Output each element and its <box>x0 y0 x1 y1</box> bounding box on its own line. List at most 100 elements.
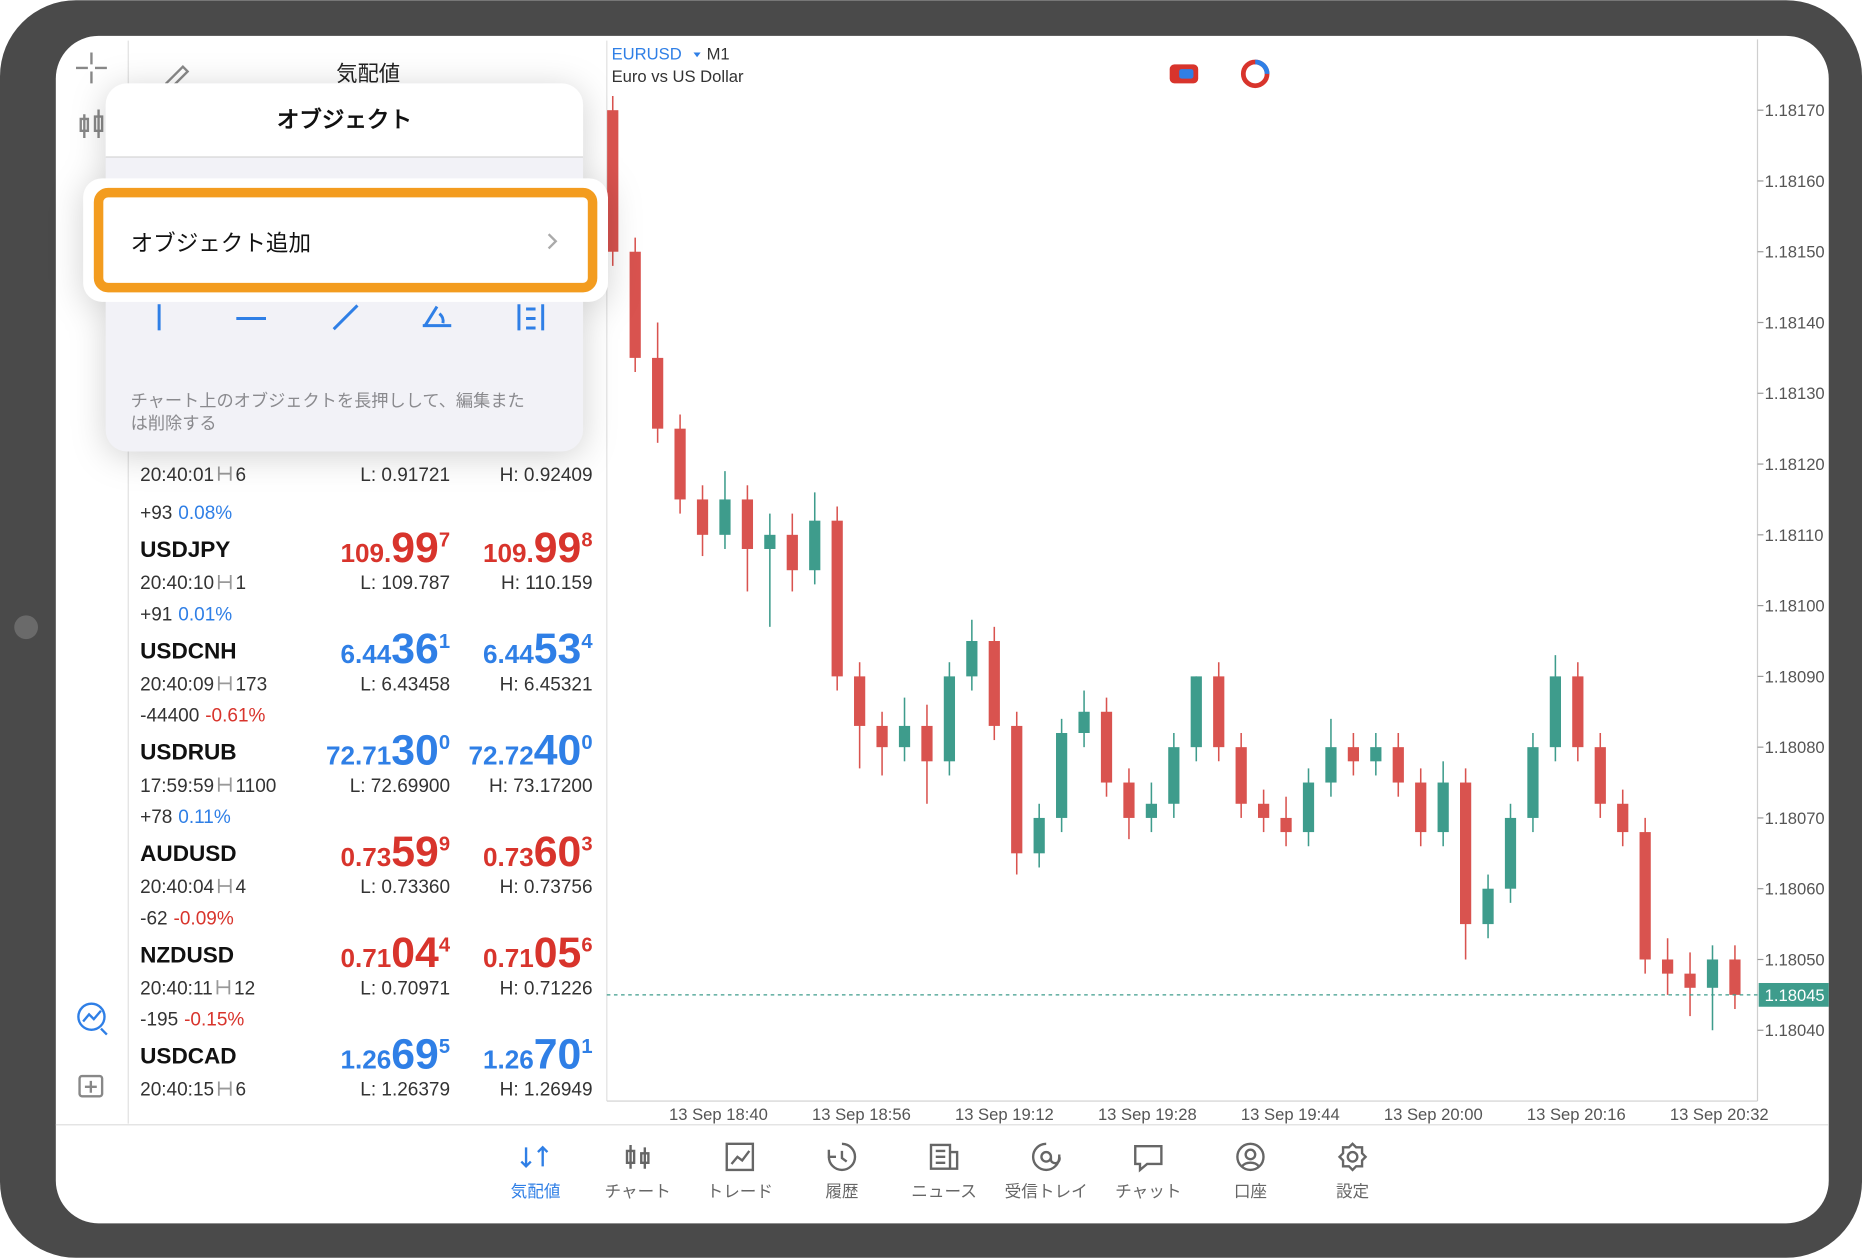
candle-body[interactable] <box>741 499 754 549</box>
angle-tool[interactable] <box>422 305 452 328</box>
candle-body[interactable] <box>809 520 821 571</box>
candle-body[interactable] <box>1190 676 1202 748</box>
candle-body[interactable] <box>943 676 956 762</box>
ask-price[interactable]: 6.44534 <box>483 625 593 673</box>
quote-symbol[interactable]: AUDUSD <box>140 841 236 866</box>
candle-body[interactable] <box>1527 747 1539 818</box>
trend-line-tool[interactable] <box>332 304 359 331</box>
quote-symbol[interactable]: USDRUB <box>140 740 236 765</box>
bid-price[interactable]: 72.71300 <box>326 726 450 774</box>
candle-body[interactable] <box>1482 888 1494 925</box>
candle-body[interactable] <box>1168 747 1180 804</box>
ask-price[interactable]: 1.26701 <box>483 1030 593 1078</box>
candle-body[interactable] <box>831 520 843 677</box>
fibo-tool[interactable] <box>517 304 545 331</box>
candle-body[interactable] <box>1549 676 1561 748</box>
ask-price[interactable]: 0.71056 <box>483 929 593 977</box>
tab-icon[interactable] <box>725 1142 755 1172</box>
tab-icon[interactable] <box>827 1142 857 1172</box>
candle-body[interactable] <box>719 499 731 535</box>
candle-body[interactable] <box>1258 803 1270 818</box>
candle-body[interactable] <box>1033 817 1045 854</box>
candle-body[interactable] <box>921 725 933 762</box>
candle-body[interactable] <box>629 251 641 358</box>
candle-body[interactable] <box>652 357 664 429</box>
candle-body[interactable] <box>876 725 888 748</box>
ask-price[interactable]: 109.998 <box>483 524 593 572</box>
bid-price[interactable]: 0.71044 <box>340 929 450 977</box>
ask-price[interactable]: 72.72400 <box>468 726 592 774</box>
candle-body[interactable] <box>1056 733 1068 818</box>
tab-icon[interactable] <box>1031 1142 1061 1172</box>
candle-body[interactable] <box>1572 676 1584 748</box>
candle-body[interactable] <box>1504 817 1517 889</box>
candle-body[interactable] <box>1302 782 1315 833</box>
candle-body[interactable] <box>1123 782 1135 818</box>
quote-symbol[interactable]: NZDUSD <box>140 942 234 967</box>
bid-price[interactable]: 0.73599 <box>340 828 450 876</box>
bid-price[interactable]: 1.26695 <box>340 1030 450 1078</box>
popup: オブジェクト オブジェクト追加 チャート上のオブジェクトを長押しして、編集また … <box>83 83 608 452</box>
candle-body[interactable] <box>786 534 798 571</box>
tab-label[interactable]: トレード <box>707 1182 773 1201</box>
candle-body[interactable] <box>966 640 978 677</box>
chart-timeframe[interactable]: M1 <box>707 45 730 64</box>
candle-body[interactable] <box>1639 832 1651 960</box>
candle-body[interactable] <box>674 428 686 500</box>
tab-label[interactable]: チャット <box>1115 1182 1181 1201</box>
highlight-box[interactable] <box>93 187 598 293</box>
tab-icon[interactable] <box>520 1145 549 1169</box>
candle-body[interactable] <box>1729 959 1741 995</box>
tab-label[interactable]: チャート <box>605 1182 671 1201</box>
candle-body[interactable] <box>1235 747 1247 804</box>
candle-body[interactable] <box>696 499 709 535</box>
candle-body[interactable] <box>1011 725 1023 854</box>
candle-body[interactable] <box>1661 959 1674 974</box>
bid-price[interactable]: 6.44361 <box>340 625 450 673</box>
tab-label[interactable]: 履歴 <box>825 1182 858 1201</box>
tab-icon[interactable] <box>1134 1144 1163 1173</box>
candle-body[interactable] <box>764 534 776 549</box>
quote-low: L: 72.69900 <box>350 776 450 797</box>
quote-symbol[interactable]: USDCAD <box>140 1044 236 1069</box>
tab-icon[interactable] <box>1236 1142 1265 1172</box>
change-points: +78 <box>140 807 172 828</box>
candle-body[interactable] <box>1392 747 1404 783</box>
candle-body[interactable] <box>1145 803 1158 818</box>
candle-body[interactable] <box>1437 782 1449 833</box>
tab-label[interactable]: 受信トレイ <box>1005 1182 1088 1201</box>
candle-body[interactable] <box>1325 747 1337 783</box>
tab-label[interactable]: ニュース <box>911 1182 977 1201</box>
tab-label[interactable]: 気配値 <box>511 1182 561 1201</box>
tab-icon[interactable] <box>929 1143 959 1170</box>
candle-body[interactable] <box>607 110 619 252</box>
indicator-icon[interactable] <box>77 1002 106 1031</box>
tab-label[interactable]: 口座 <box>1234 1182 1267 1201</box>
candle-body[interactable] <box>1617 803 1629 833</box>
popup-item[interactable]: オブジェクト追加 <box>131 231 311 256</box>
ask-price[interactable]: 0.73603 <box>483 828 593 876</box>
candle-body[interactable] <box>1594 747 1606 804</box>
candle-body[interactable] <box>1100 711 1113 783</box>
ask-price-big: 53 <box>534 625 582 673</box>
candle-body[interactable] <box>1415 782 1427 833</box>
bid-price[interactable]: 109.997 <box>340 524 450 572</box>
candle-body[interactable] <box>1347 747 1360 762</box>
tab-icon[interactable] <box>625 1144 650 1169</box>
tab-label[interactable]: 設定 <box>1336 1182 1369 1201</box>
candle-body[interactable] <box>1280 817 1292 833</box>
candle-body[interactable] <box>1684 973 1696 988</box>
quote-symbol[interactable]: USDJPY <box>140 537 230 562</box>
candle-body[interactable] <box>1078 711 1090 734</box>
quote-symbol[interactable]: USDCNH <box>140 638 236 663</box>
candle-body[interactable] <box>1460 782 1472 925</box>
candle-body[interactable] <box>1370 747 1382 762</box>
candle-body[interactable] <box>988 640 1000 726</box>
candle-body[interactable] <box>854 676 866 726</box>
candle-body[interactable] <box>1706 959 1719 988</box>
add-icon[interactable] <box>78 1074 104 1098</box>
candle-body[interactable] <box>1213 676 1225 748</box>
chart-symbol[interactable]: EURUSD <box>612 45 682 64</box>
candle-body[interactable] <box>898 725 911 748</box>
tab-icon[interactable] <box>1337 1142 1368 1172</box>
